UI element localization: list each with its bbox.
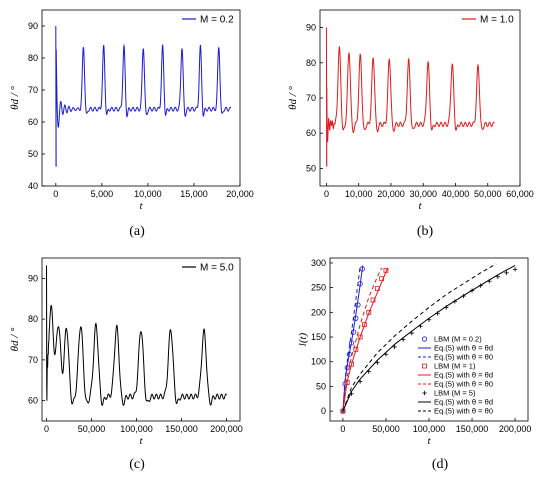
x-tick-label: 0 [53, 189, 58, 199]
y-tick-label: 40 [28, 181, 38, 191]
y-tick-label: 300 [311, 258, 326, 268]
y-axis-label: θd / ° [9, 85, 21, 109]
x-axis-label: t [139, 200, 143, 212]
x-tick-label: 200,000 [499, 424, 532, 434]
x-tick-label: 10,000 [134, 189, 162, 199]
panel-2: 0 50,000 100,000 150,000 200,000 60 70 80 90 t θd … [9, 257, 243, 472]
panel-3: 0 50,000 100,000 150,000 200,000 0 50 100 150 200… [297, 257, 532, 472]
series-line [46, 265, 227, 406]
legend-label: LBM (M = 5) [434, 389, 476, 398]
y-axis-label: θd / ° [287, 85, 299, 109]
plot-frame [319, 9, 521, 187]
y-tick-label: 60 [306, 128, 316, 138]
plot-frame [41, 9, 241, 187]
series-line [342, 267, 383, 412]
y-tick-label: 250 [311, 283, 326, 293]
legend-swatch [421, 336, 428, 342]
legend-label: M = 1.0 [480, 15, 514, 26]
y-tick-label: 90 [28, 273, 38, 283]
legend-label: LBM (M = 1) [434, 362, 476, 371]
x-tick-label: 100,000 [120, 424, 153, 434]
x-tick-label: 20,000 [226, 189, 254, 199]
x-tick-label: 100,000 [413, 424, 446, 434]
x-tick-label: 60,000 [506, 189, 534, 199]
y-tick-label: 50 [316, 381, 326, 391]
x-tick-label: 200,000 [210, 424, 243, 434]
legend-label: Eq.(5) with θ = θd [434, 371, 493, 380]
y-tick-label: 150 [311, 332, 326, 342]
y-tick-label: 60 [28, 117, 38, 127]
y-tick-label: 70 [28, 355, 38, 365]
x-tick-label: 10,000 [345, 189, 373, 199]
x-tick-label: 0 [340, 424, 345, 434]
panel-label: (c) [129, 457, 145, 472]
x-tick-label: 0 [324, 189, 329, 199]
series-line [342, 263, 497, 412]
x-tick-label: 50,000 [372, 424, 400, 434]
series-line [342, 267, 389, 412]
legend-label: Eq.(5) with θ = θ0 [434, 380, 493, 389]
legend-label: Eq.(5) with θ = θd [434, 398, 493, 407]
data-point [357, 334, 363, 340]
x-tick-label: 0 [44, 424, 49, 434]
y-tick-label: 0 [321, 406, 326, 416]
y-tick-label: 80 [28, 53, 38, 63]
y-tick-label: 80 [28, 314, 38, 324]
legend-label: Eq.(5) with θ = θ0 [434, 353, 493, 362]
legend-label: LBM (M = 0.2) [434, 335, 482, 344]
y-tick-label: 60 [28, 396, 38, 406]
series-line [55, 25, 232, 167]
legend-label: M = 5.0 [200, 263, 234, 274]
y-tick-label: 80 [306, 58, 316, 68]
panel-label: (b) [417, 224, 434, 239]
panel-label: (d) [432, 457, 449, 472]
x-axis-label: t [139, 435, 143, 447]
y-tick-label: 90 [306, 23, 316, 33]
legend-label: Eq.(5) with θ = θd [434, 344, 493, 353]
panel-1: 0 10,000 20,000 30,000 40,000 50,000 60,000 50 6… [287, 9, 534, 239]
y-tick-label: 70 [306, 93, 316, 103]
y-tick-label: 50 [28, 149, 38, 159]
y-tick-label: 90 [28, 21, 38, 31]
x-tick-label: 40,000 [442, 189, 470, 199]
panel-label: (a) [129, 224, 145, 239]
y-tick-label: 70 [28, 85, 38, 95]
legend-swatch [422, 363, 427, 369]
data-point [362, 322, 367, 328]
x-tick-label: 50,000 [474, 189, 502, 199]
x-tick-label: 150,000 [456, 424, 489, 434]
x-tick-label: 5,000 [91, 189, 114, 199]
panel-0: 0 5,000 10,000 15,000 20,000 40 50 60 70 80 90 t θd … [9, 9, 254, 239]
y-tick-label: 50 [306, 163, 316, 173]
x-tick-label: 20,000 [377, 189, 405, 199]
x-tick-label: 50,000 [78, 424, 106, 434]
series-line [325, 27, 495, 167]
x-axis-label: t [427, 435, 431, 447]
series-line [342, 266, 361, 412]
y-tick-label: 200 [311, 307, 326, 317]
plot-frame [41, 257, 241, 422]
x-tick-label: 150,000 [165, 424, 198, 434]
y-tick-label: 100 [311, 357, 326, 367]
legend-label: M = 0.2 [200, 15, 234, 26]
y-axis-label: l(t) [297, 332, 309, 346]
legend-label: Eq.(5) with θ = θ0 [434, 407, 493, 416]
x-tick-label: 15,000 [180, 189, 208, 199]
series-line [342, 264, 516, 412]
y-axis-label: θd / ° [9, 327, 21, 351]
x-axis-label: t [418, 200, 422, 212]
x-tick-label: 30,000 [409, 189, 437, 199]
